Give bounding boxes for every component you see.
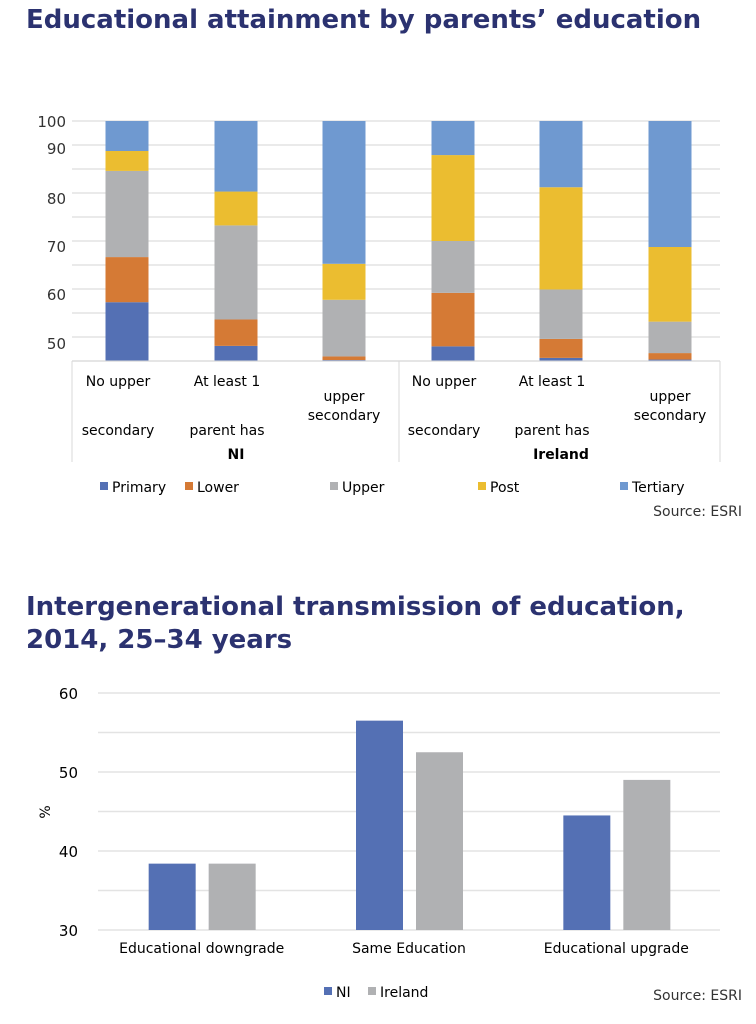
bar-ireland [416, 752, 463, 930]
chart2-title-line1: Intergenerational transmission of educat… [26, 592, 685, 622]
category-label: No upper [412, 374, 477, 390]
x-tick-label: Same Education [352, 941, 466, 957]
legend-label: Primary [112, 480, 166, 496]
bar-segment-upper [431, 241, 475, 293]
bar-segment-post [105, 151, 149, 171]
y-tick-label: 30 [59, 922, 78, 940]
chart2-source: Source: ESRI [653, 988, 742, 1004]
bar-segment-primary [214, 345, 258, 361]
y-tick-label: 50 [59, 764, 78, 782]
bar-ni [563, 815, 611, 930]
legend-label: Lower [197, 480, 239, 496]
bar-segment-lower [105, 257, 149, 303]
bar-segment-lower [214, 319, 258, 346]
y-tick-label: 60 [47, 286, 66, 304]
bar-segment-tertiary [214, 121, 258, 192]
bar-segment-post [648, 247, 692, 322]
bar-segment-tertiary [648, 121, 692, 247]
category-label: No upper [86, 374, 151, 390]
bar-segment-tertiary [431, 121, 475, 156]
bar-segment-tertiary [322, 121, 366, 264]
y-tick-label: 70 [47, 238, 66, 256]
legend-swatch [100, 482, 108, 490]
chart1-title: Educational attainment by parents’ educa… [26, 5, 702, 35]
bar-segment-lower [539, 338, 583, 358]
bar-segment-upper [322, 299, 366, 357]
bar-ireland [208, 863, 256, 930]
x-tick-label: Educational downgrade [119, 941, 284, 957]
y-tick-label: 100 [37, 113, 66, 131]
bar-segment-upper [214, 225, 258, 320]
chart2-title-line2: 2014, 25–34 years [26, 625, 293, 655]
bar-segment-post [539, 187, 583, 290]
category-label: At least 1 [519, 374, 586, 390]
category-label: upper [323, 389, 364, 405]
legend-swatch [185, 482, 193, 490]
group-label: Ireland [533, 447, 589, 463]
legend-label: Ireland [380, 985, 428, 1001]
bar-segment-primary [648, 359, 692, 361]
bar-segment-primary [431, 346, 475, 361]
chart1-source: Source: ESRI [653, 504, 742, 520]
bar-segment-upper [105, 170, 149, 258]
bar-segment-primary [539, 357, 583, 361]
bar-segment-primary [105, 302, 149, 361]
bar-ni [356, 720, 403, 930]
bar-segment-post [322, 263, 366, 300]
bar-segment-tertiary [539, 121, 583, 188]
bar-segment-post [214, 191, 258, 226]
category-label: parent has [514, 423, 589, 439]
bar-segment-lower [322, 356, 366, 361]
bar-segment-upper [648, 321, 692, 354]
legend-swatch [478, 482, 486, 490]
category-label: secondary [308, 408, 381, 424]
bar-ireland [623, 779, 671, 930]
bar-segment-tertiary [105, 121, 149, 151]
category-label: parent has [189, 423, 264, 439]
y-tick-label: 90 [47, 140, 66, 158]
legend-label: Post [490, 480, 520, 496]
bar-segment-post [431, 155, 475, 241]
category-label: secondary [82, 423, 155, 439]
legend-label: NI [336, 985, 351, 1001]
y-tick-label: 60 [59, 685, 78, 703]
legend-swatch [368, 987, 376, 995]
category-label: secondary [408, 423, 481, 439]
legend-swatch [324, 987, 332, 995]
legend-label: Tertiary [631, 480, 685, 496]
chart1-stacked-bar: 100 90 80 70 60 50 No upper secondary At least 1… [37, 113, 721, 496]
legend-swatch [330, 482, 338, 490]
group-label: NI [228, 447, 245, 463]
legend-label: Upper [342, 480, 385, 496]
chart2-title: Intergenerational transmission of educat… [26, 591, 685, 657]
y-tick-label: 50 [47, 335, 66, 353]
bar-segment-upper [539, 289, 583, 339]
y-tick-label: 40 [59, 843, 78, 861]
bar-ni [148, 863, 196, 930]
y-axis-label: % [38, 805, 54, 818]
category-label: At least 1 [194, 374, 261, 390]
y-tick-label: 80 [47, 190, 66, 208]
bar-segment-lower [648, 353, 692, 360]
category-label: secondary [634, 408, 707, 424]
legend-swatch [620, 482, 628, 490]
category-label: upper [649, 389, 690, 405]
x-tick-label: Educational upgrade [544, 941, 689, 957]
bar-segment-lower [431, 292, 475, 347]
